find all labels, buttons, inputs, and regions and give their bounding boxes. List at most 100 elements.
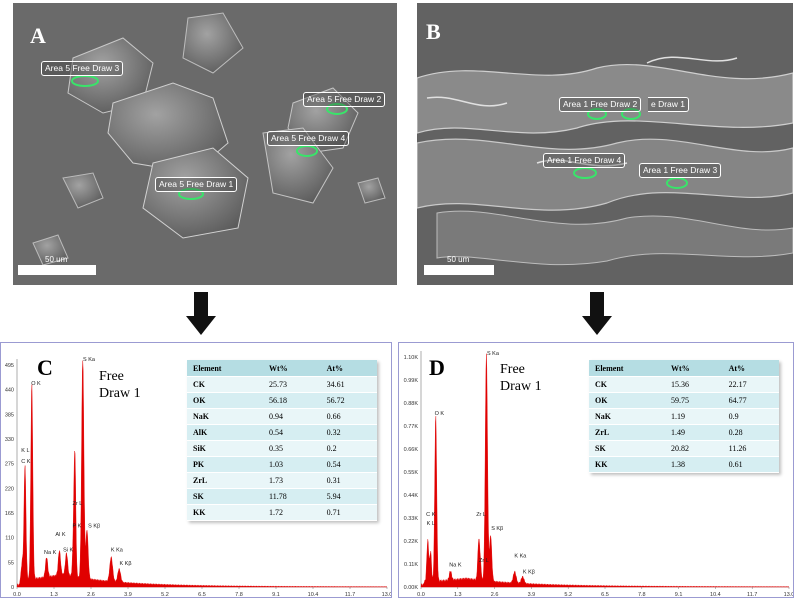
panel-letter-c: C xyxy=(37,355,53,380)
cell-wt: 1.38 xyxy=(664,456,723,473)
marker-b-4 xyxy=(573,167,597,179)
spectrum-trace xyxy=(420,353,790,588)
y-tick-label: 1.10K xyxy=(404,355,419,361)
scale-text-a: 50 um xyxy=(45,255,68,264)
area-label-b-2: Area 1 Free Draw 2 xyxy=(559,97,642,112)
peak-label: S Ka xyxy=(83,357,96,363)
y-tick-label: 0.00K xyxy=(404,585,419,591)
sem-image-a: A Area 5 Free Draw 3 Area 5 Free Draw 2 … xyxy=(13,3,397,285)
cell-element: ZrL xyxy=(187,472,263,489)
table-row: KK 1.72 0.71 xyxy=(187,504,377,521)
cell-element: SiK xyxy=(187,440,263,457)
peak-label: S Ka xyxy=(487,351,500,357)
composition-table-d: Element Wt% At% CK 15.36 22.17 OK 59.75 64.7… xyxy=(589,360,779,473)
peak-label: K Ka xyxy=(514,553,527,559)
x-tick-label: 7.8 xyxy=(235,592,243,597)
marker-a-2 xyxy=(326,103,348,115)
cell-at: 0.31 xyxy=(320,472,377,489)
y-tick-label: 0.11K xyxy=(404,562,418,568)
x-tick-label: 13.0 xyxy=(382,592,391,597)
table-row: PK 1.03 0.54 xyxy=(187,456,377,473)
cell-element: SK xyxy=(589,440,665,457)
y-tick-label: 275 xyxy=(5,462,14,468)
y-tick-label: 0.22K xyxy=(404,539,419,545)
cell-at: 11.26 xyxy=(722,440,779,457)
spectrum-plot-d: 1.10K 0.99K 0.88K 0.77K 0.66K 0.55K 0.44K 0.33K… xyxy=(404,351,793,597)
marker-b-3 xyxy=(666,177,688,189)
sem-image-b: B Area 1 Free Draw 2 e Draw 1 Area 1 Fre… xyxy=(417,3,793,285)
sem-particles-a xyxy=(13,3,397,285)
y-tick-label: 0.66K xyxy=(404,447,419,453)
marker-a-3 xyxy=(71,75,99,87)
cell-wt: 1.03 xyxy=(262,456,321,473)
cell-element: KK xyxy=(187,504,263,521)
free-draw-line1: Free xyxy=(99,369,124,384)
peak-label: Na K xyxy=(449,563,462,569)
table-row: OK 56.18 56.72 xyxy=(187,392,377,409)
cell-element: ZrL xyxy=(589,424,665,441)
table-row: SK 11.78 5.94 xyxy=(187,488,377,505)
cell-element: KK xyxy=(589,456,665,473)
y-tick-label: 0 xyxy=(11,585,14,591)
table-row: NaK 1.19 0.9 xyxy=(589,408,779,425)
cell-at: 22.17 xyxy=(722,376,779,393)
cell-wt: 1.73 xyxy=(262,472,321,489)
header-at: At% xyxy=(722,360,779,377)
table-row: CK 25.73 34.61 xyxy=(187,376,377,393)
peak-label: S Kβ xyxy=(88,523,100,529)
table-row: SiK 0.35 0.2 xyxy=(187,440,377,457)
x-tick-label: 6.5 xyxy=(198,592,206,597)
x-tick-label: 0.0 xyxy=(13,592,21,597)
table-header-row: Element Wt% At% xyxy=(187,360,377,377)
x-tick-label: 1.3 xyxy=(454,592,462,597)
table-row: CK 15.36 22.17 xyxy=(589,376,779,393)
y-tick-label: 220 xyxy=(5,486,14,492)
peak-label: P K xyxy=(73,523,82,529)
header-at: At% xyxy=(320,360,377,377)
arrow-down-icon xyxy=(582,292,612,335)
cell-wt: 15.36 xyxy=(664,376,723,393)
peak-label: Si K xyxy=(63,548,73,554)
free-draw-label-c: Free Draw 1 xyxy=(99,368,141,402)
eds-spectrum-d: 1.10K 0.99K 0.88K 0.77K 0.66K 0.55K 0.44K 0.33K… xyxy=(398,342,794,598)
peak-label: O K xyxy=(435,411,445,417)
cell-wt: 1.72 xyxy=(262,504,321,521)
cell-at: 5.94 xyxy=(320,488,377,505)
marker-a-4 xyxy=(296,145,318,157)
peak-label: Na K xyxy=(44,550,57,556)
cell-wt: 1.19 xyxy=(664,408,723,425)
y-tick-label: 0.88K xyxy=(404,401,419,407)
y-tick-label: 165 xyxy=(5,511,14,517)
x-tick-label: 7.8 xyxy=(638,592,646,597)
y-tick-label: 0.33K xyxy=(404,516,419,522)
cell-element: PK xyxy=(187,456,263,473)
peak-label: K L xyxy=(21,448,29,454)
table-row: ZrL 1.73 0.31 xyxy=(187,472,377,489)
x-tick-label: 3.9 xyxy=(528,592,536,597)
panel-letter-b: B xyxy=(426,19,441,44)
peak-label: Zr L xyxy=(476,512,486,518)
panel-letter-a: A xyxy=(30,23,46,48)
peak-label: K Ka xyxy=(111,548,124,554)
cell-at: 0.2 xyxy=(320,440,377,457)
free-draw-line2: Draw 1 xyxy=(500,379,542,394)
x-tick-label: 10.4 xyxy=(710,592,721,597)
area-label-b-4: Area 1 Free Draw 4 xyxy=(543,153,626,168)
area-label-b-1: e Draw 1 xyxy=(648,97,690,112)
peak-label: O K xyxy=(31,381,41,387)
area-label-a-2: Area 5 Free Draw 2 xyxy=(303,92,386,107)
scalebar-a xyxy=(18,265,96,275)
table-row: OK 59.75 64.77 xyxy=(589,392,779,409)
cell-element: CK xyxy=(589,376,665,393)
arrow-down-icon xyxy=(186,292,216,335)
cell-at: 0.28 xyxy=(722,424,779,441)
x-tick-label: 6.5 xyxy=(601,592,609,597)
panel-letter-d: D xyxy=(429,355,445,380)
cell-element: NaK xyxy=(187,408,263,425)
cell-at: 0.71 xyxy=(320,504,377,521)
y-tick-label: 385 xyxy=(5,412,14,418)
area-label-b-3: Area 1 Free Draw 3 xyxy=(639,163,722,178)
peak-label: Al K xyxy=(55,532,65,538)
area-label-a-4: Area 5 Free Draw 4 xyxy=(267,131,350,146)
table-row: SK 20.82 11.26 xyxy=(589,440,779,457)
